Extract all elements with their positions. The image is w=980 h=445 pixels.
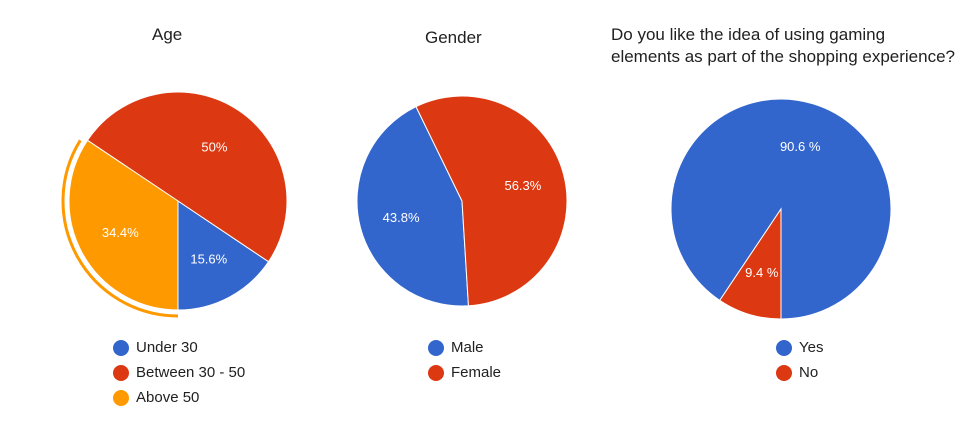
- legend-item-no[interactable]: No: [776, 360, 823, 385]
- slice-label-between-30-50: 50%: [201, 140, 227, 155]
- legend-swatch: [428, 339, 444, 356]
- legend-item-between-30-50[interactable]: Between 30 - 50: [113, 360, 245, 385]
- pie-slice-male[interactable]: [356, 105, 469, 307]
- legend-label: Between 30 - 50: [136, 364, 246, 381]
- pie-slice-between-30-50[interactable]: [86, 91, 288, 263]
- legend-label: Under 30: [136, 339, 198, 356]
- legend-item-female[interactable]: Female: [428, 360, 501, 385]
- legend-item-male[interactable]: Male: [428, 335, 501, 360]
- chart-2-legend: Male Female: [428, 335, 501, 385]
- chart-1-title: Age: [152, 25, 183, 44]
- pie-slice-no[interactable]: [719, 207, 782, 320]
- slice-label-male: 43.8%: [383, 210, 420, 225]
- legend-item-under-30[interactable]: Under 30: [113, 335, 245, 360]
- legend-swatch: [113, 339, 129, 356]
- slice-label-female: 56.3%: [504, 178, 541, 193]
- legend-label: Male: [451, 339, 484, 356]
- highlight-arc-above-50: [61, 139, 179, 318]
- pie-slice-above-50[interactable]: [68, 139, 179, 311]
- slice-label-yes: 90.6 %: [780, 139, 821, 154]
- chart-3-title-line-2: elements as part of the shopping experie…: [611, 47, 956, 66]
- legend-swatch: [776, 364, 792, 381]
- chart-3-title: Do you like the idea of using gaming ele…: [611, 24, 955, 68]
- chart-2-title: Gender: [425, 28, 482, 47]
- legend-label: Above 50: [136, 389, 200, 406]
- legend-label: Yes: [799, 339, 824, 356]
- pie-slice-female[interactable]: [415, 95, 568, 307]
- legend-label: Female: [451, 364, 502, 381]
- slice-label-no: 9.4 %: [745, 265, 779, 280]
- legend-swatch: [113, 389, 129, 406]
- chart-3-title-line-1: Do you like the idea of using gaming: [611, 25, 886, 44]
- legend-swatch: [428, 364, 444, 381]
- slice-label-under-30: 15.6%: [190, 252, 227, 267]
- legend-swatch: [113, 364, 129, 381]
- legend-swatch: [776, 339, 792, 356]
- chart-1-legend: Under 30 Between 30 - 50 Above 50: [113, 335, 245, 410]
- legend-item-above-50[interactable]: Above 50: [113, 385, 245, 410]
- slice-label-above-50: 34.4%: [102, 225, 139, 240]
- legend-label: No: [799, 364, 819, 381]
- pie-slice-under-30[interactable]: [177, 200, 270, 311]
- chart-3-legend: Yes No: [776, 335, 823, 385]
- legend-item-yes[interactable]: Yes: [776, 335, 823, 360]
